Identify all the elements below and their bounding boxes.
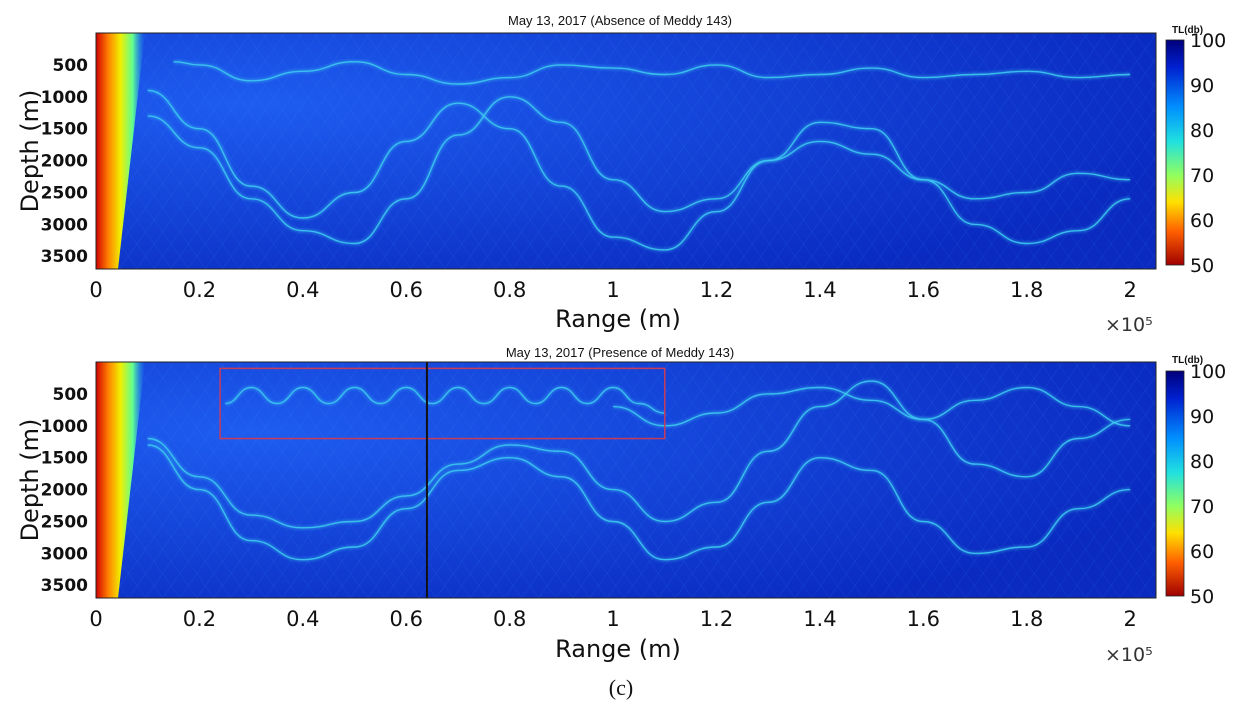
ray-path	[147, 380, 1131, 529]
colorbar-tick-labels: 100 90 80 70 60 50	[1190, 30, 1226, 277]
source-region	[96, 362, 145, 598]
ray-paths	[147, 59, 1131, 252]
ray-path	[147, 89, 1131, 251]
colorbar-tick-label: 100	[1190, 30, 1226, 52]
x-tick-label: 1	[606, 607, 619, 631]
plot-frame	[95, 32, 1157, 270]
colorbar-tick-label: 80	[1190, 451, 1214, 473]
y-tick-label: 3000	[41, 215, 88, 235]
ray-path	[173, 60, 1131, 85]
y-tick-labels: 500 1000 1500 2000 2500 3000 3500	[41, 385, 88, 596]
x-tick-label: 0.4	[286, 278, 319, 302]
x-tick-labels: 0 0.2 0.4 0.6 0.8 1 1.2 1.4 1.6 1.8 2	[89, 278, 1137, 302]
x-tick-label: 1.8	[1010, 278, 1043, 302]
x-tick-label: 0.8	[493, 607, 526, 631]
colorbar-tick-label: 90	[1190, 406, 1214, 428]
colorbar-tick-label: 50	[1190, 255, 1214, 277]
plot-frame	[95, 361, 1157, 599]
y-tick-label: 1000	[41, 417, 88, 437]
plot-area-mesh-2	[96, 33, 1156, 269]
chart-title: May 13, 2017 (Presence of Meddy 143)	[506, 345, 734, 360]
ray-path	[613, 386, 1131, 427]
figure-caption: (c)	[609, 675, 633, 700]
y-axis-label: Depth (m)	[16, 419, 44, 542]
x-tick-label: 0.2	[183, 607, 216, 631]
colorbar-tick-label: 100	[1190, 361, 1226, 383]
y-tick-labels: 500 1000 1500 2000 2500 3000 3500	[41, 56, 88, 267]
x-tick-label: 0.6	[390, 278, 423, 302]
y-tick-label: 500	[53, 385, 89, 405]
x-tick-label: 0.8	[493, 278, 526, 302]
colorbar	[1165, 39, 1185, 266]
y-tick-label: 2000	[41, 481, 88, 501]
source-region	[96, 33, 145, 269]
x-tick-label: 2	[1123, 278, 1136, 302]
x-tick-label: 0	[89, 278, 102, 302]
x-tick-label: 1.2	[700, 278, 733, 302]
ray-path	[147, 96, 1131, 245]
chart-title: May 13, 2017 (Absence of Meddy 143)	[508, 13, 732, 28]
x-tick-label: 1.4	[803, 278, 836, 302]
colorbar-label: TL(db)	[1172, 355, 1203, 366]
y-tick-label: 3500	[41, 576, 88, 596]
x-tick-label: 2	[1123, 607, 1136, 631]
y-tick-label: 500	[53, 56, 89, 76]
colorbar-tick-label: 80	[1190, 120, 1214, 142]
panel-presence: May 13, 2017 (Presence of Meddy 143) 500…	[16, 345, 1226, 666]
ray-path	[225, 386, 665, 414]
y-tick-label: 3000	[41, 544, 88, 564]
y-tick-label: 1500	[41, 120, 88, 140]
colorbar-tick-label: 70	[1190, 496, 1214, 518]
x-tick-labels: 0 0.2 0.4 0.6 0.8 1 1.2 1.4 1.6 1.8 2	[89, 607, 1137, 631]
colorbar-tick-label: 50	[1190, 586, 1214, 608]
x-tick-label: 1.6	[907, 607, 940, 631]
x-tick-label: 0.2	[183, 278, 216, 302]
colorbar-tick-label: 90	[1190, 75, 1214, 97]
x-tick-label: 1.8	[1010, 607, 1043, 631]
x-tick-label: 1.2	[700, 607, 733, 631]
panel-absence: May 13, 2017 (Absence of Meddy 143) 5001…	[16, 13, 1226, 336]
y-tick-label: 2500	[41, 183, 88, 203]
y-tick-label: 1500	[41, 449, 88, 469]
y-tick-label: 3500	[41, 247, 88, 267]
colorbar	[1165, 370, 1185, 597]
x-tick-label: 0	[89, 607, 102, 631]
x-tick-label: 1.4	[803, 607, 836, 631]
x-axis-label: Range (m)	[555, 305, 681, 333]
x-tick-label: 0.6	[390, 607, 423, 631]
colorbar-tick-label: 70	[1190, 165, 1214, 187]
colorbar-tick-labels: 100 90 80 70 60 50	[1190, 361, 1226, 608]
y-tick-label: 2000	[41, 152, 88, 172]
x-tick-label: 1.6	[907, 278, 940, 302]
x-multiplier: ×10⁵	[1105, 314, 1153, 336]
colorbar-tick-label: 60	[1190, 541, 1214, 563]
y-tick-label: 1000	[41, 88, 88, 108]
y-tick-label: 2500	[41, 512, 88, 532]
ray-path	[147, 444, 1131, 561]
colorbar-tick-label: 60	[1190, 210, 1214, 232]
x-axis-label: Range (m)	[555, 635, 681, 663]
x-tick-label: 0.4	[286, 607, 319, 631]
ray-paths	[147, 379, 1131, 562]
colorbar-label: TL(db)	[1172, 25, 1203, 36]
x-multiplier: ×10⁵	[1105, 644, 1153, 666]
highlight-box	[219, 367, 666, 440]
x-tick-label: 1	[606, 278, 619, 302]
y-axis-label: Depth (m)	[16, 90, 44, 213]
